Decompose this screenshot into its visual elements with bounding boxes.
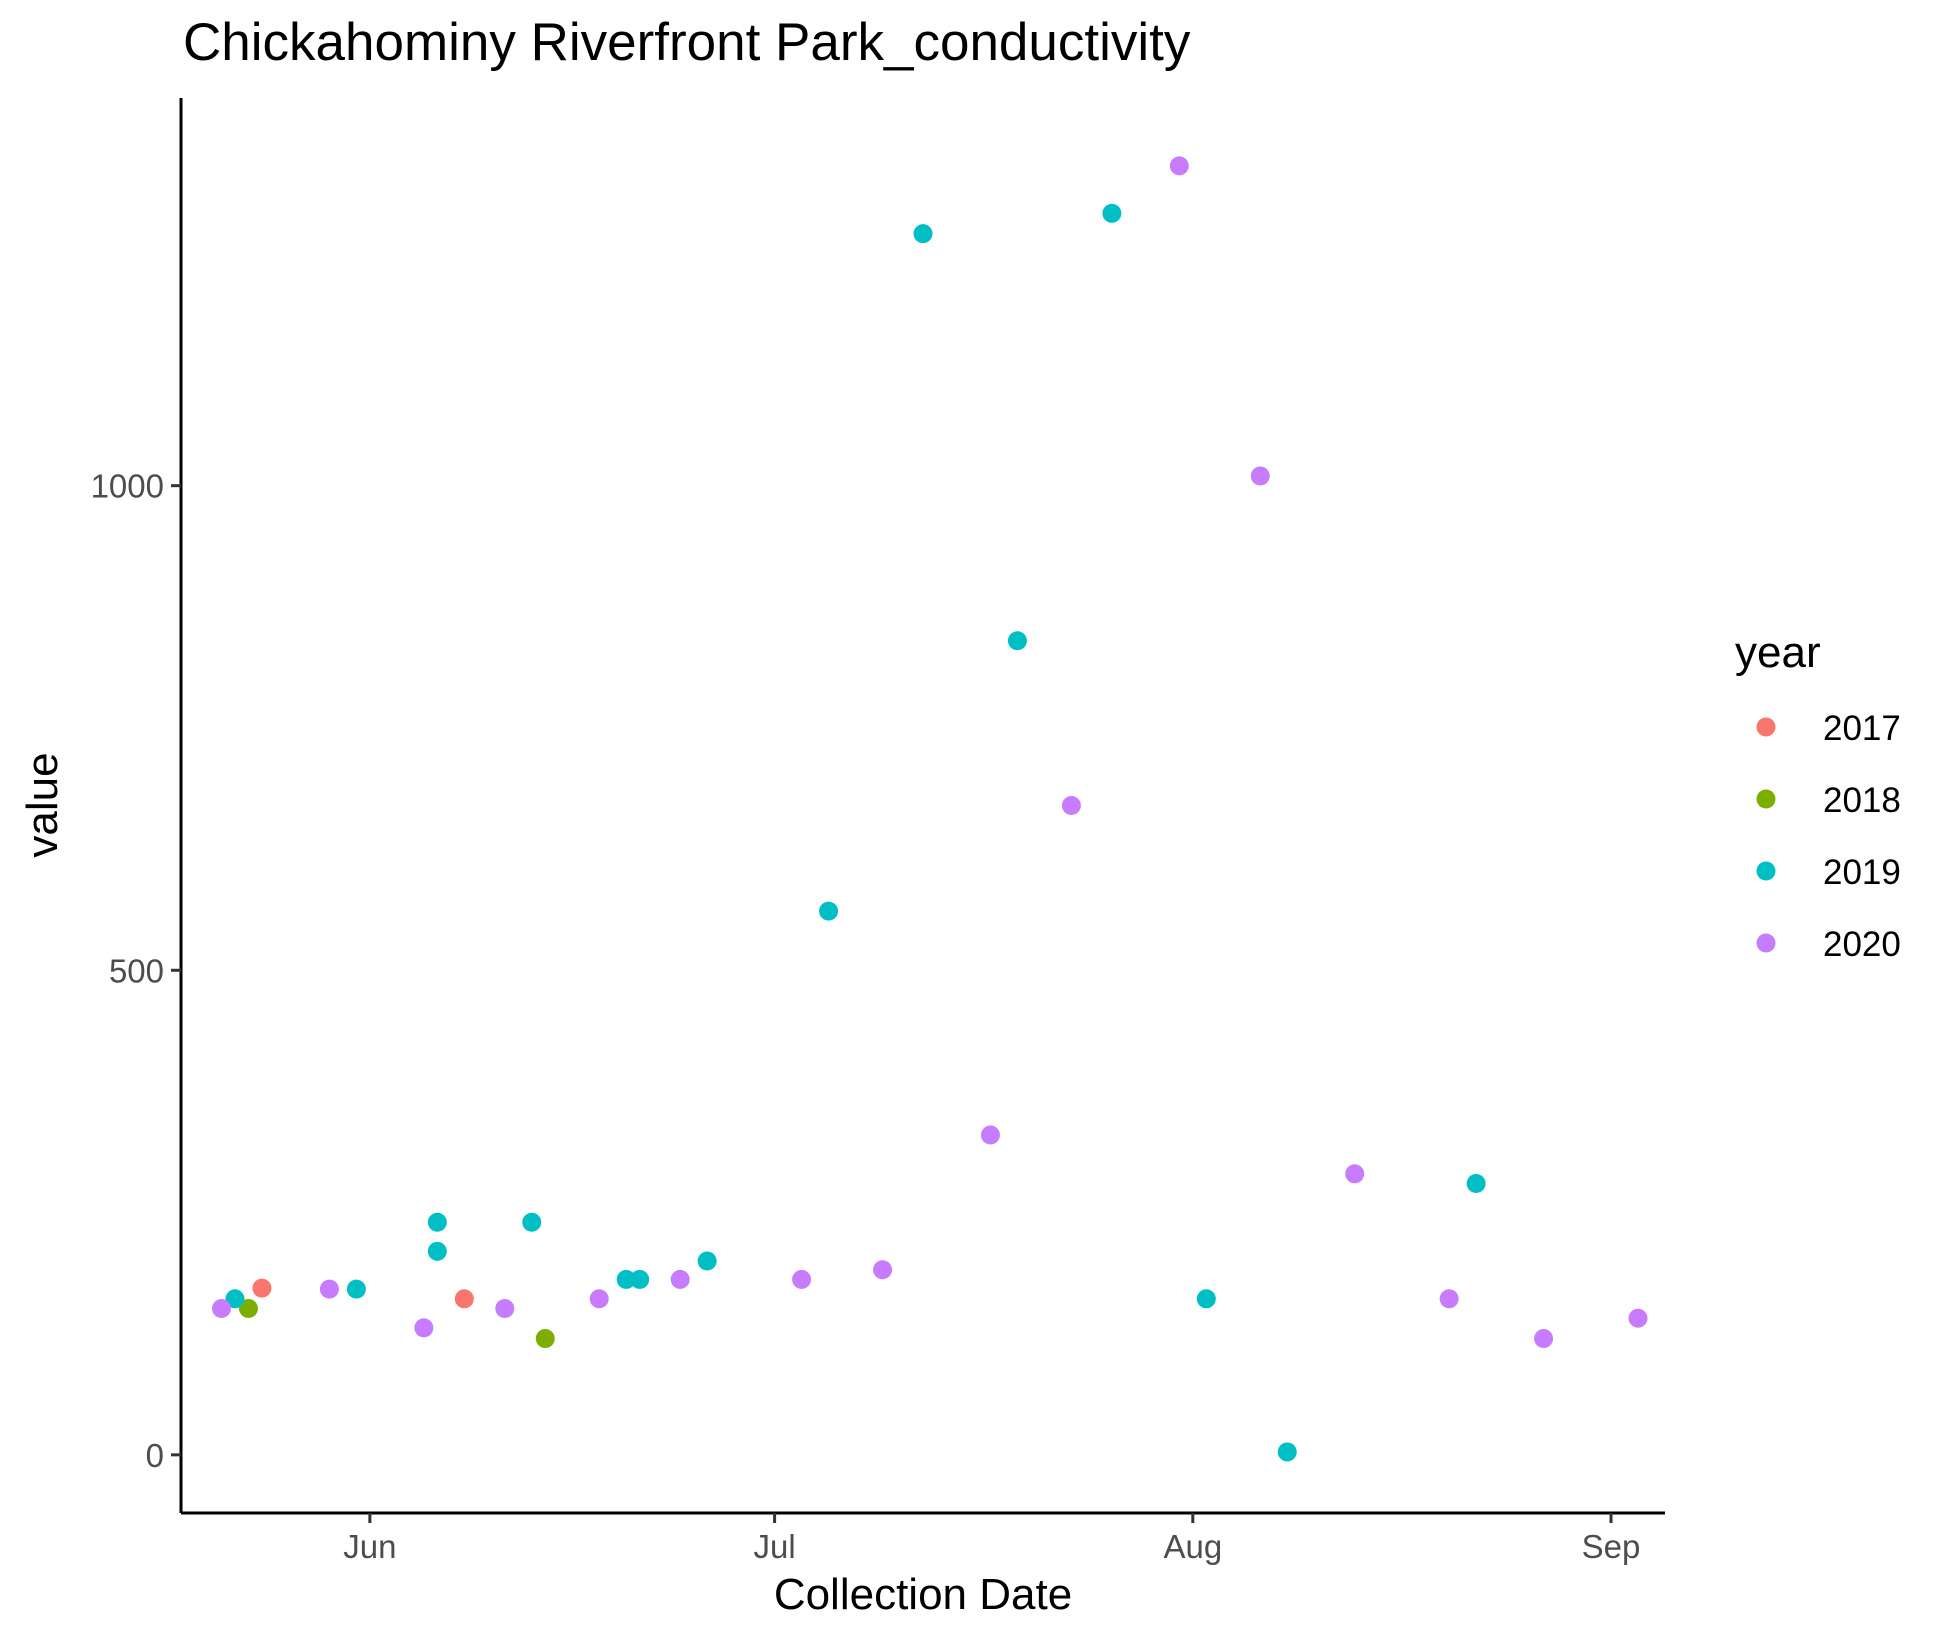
y-axis-title: value [18,752,67,857]
x-axis-title: Collection Date [774,1570,1072,1619]
data-point-2018 [238,1299,258,1319]
data-point-2020 [873,1260,893,1280]
x-tick-label: Jun [343,1528,396,1565]
legend-key-2020 [1756,933,1776,953]
data-point-2020 [1345,1164,1365,1184]
data-point-2020 [980,1125,1000,1145]
data-point-2020 [495,1299,515,1319]
y-tick-label: 500 [109,952,164,989]
legend-label-2017: 2017 [1823,709,1901,748]
data-point-2020 [414,1318,434,1338]
data-point-2020 [1061,796,1081,815]
data-point-2019 [346,1279,366,1299]
data-point-2019 [616,1269,636,1289]
data-point-2019 [427,1212,447,1232]
legend-key-2017 [1756,717,1776,737]
legend-key-2019 [1756,861,1776,881]
y-tick-label: 0 [146,1437,164,1474]
x-tick-label: Sep [1582,1528,1641,1565]
data-point-2020 [1534,1329,1554,1349]
data-point-2019 [427,1241,447,1261]
data-point-2017 [252,1278,272,1298]
data-point-2019 [819,901,839,921]
data-point-2017 [454,1289,474,1309]
y-axis-ticks: 0 500 1000 [91,468,181,1474]
legend-label-2018: 2018 [1823,781,1901,820]
data-point-2019 [1277,1442,1297,1462]
y-tick-label: 1000 [91,468,164,505]
legend-label-2020: 2020 [1823,925,1901,964]
legend-title: year [1735,628,1821,677]
data-point-2020 [792,1269,812,1289]
data-point-2018 [535,1329,555,1349]
x-tick-label: Jul [754,1528,796,1565]
data-point-2019 [1466,1173,1486,1193]
legend: year 2017 2018 2019 2020 [1735,628,1901,964]
data-point-2019 [1196,1289,1216,1309]
data-point-2019 [1007,631,1027,651]
chart-title: Chickahominy Riverfront Park_conductivit… [183,13,1191,72]
data-point-2020 [1250,466,1270,486]
data-point-2020 [670,1269,690,1289]
x-tick-label: Aug [1163,1528,1222,1565]
data-point-2020 [1169,156,1189,176]
data-point-2019 [1102,203,1122,223]
data-point-2019 [225,1289,245,1309]
data-point-2020 [589,1289,609,1309]
data-point-2019 [630,1269,650,1289]
data-point-2020 [211,1299,231,1319]
data-point-2020 [1628,1308,1648,1328]
x-axis-ticks: Jun Jul Aug Sep [343,1513,1640,1565]
data-point-2020 [319,1279,339,1299]
legend-items: 2017 2018 2019 2020 [1756,709,1901,964]
legend-key-2018 [1756,789,1776,809]
data-point-2019 [697,1251,717,1271]
plot-area [211,156,1648,1462]
data-point-2019 [522,1212,542,1232]
legend-label-2019: 2019 [1823,853,1901,892]
data-point-2019 [913,224,933,244]
data-point-2020 [1439,1289,1459,1309]
